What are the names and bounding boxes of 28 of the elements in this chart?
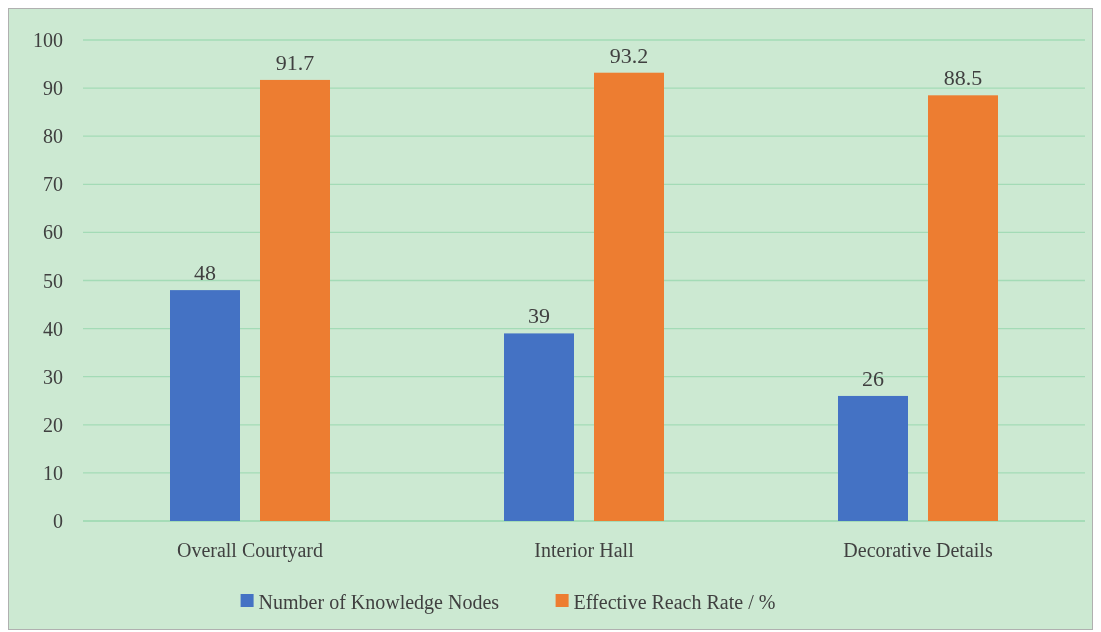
data-label: 48: [194, 260, 216, 286]
y-tick-label: 50: [43, 269, 63, 292]
legend-label: Effective Reach Rate / %: [573, 591, 776, 613]
y-tick-label: 80: [43, 125, 63, 148]
data-label: 93.2: [609, 42, 649, 68]
y-tick-label: 10: [43, 461, 63, 484]
bar: [594, 72, 664, 521]
data-label: 39: [528, 303, 550, 329]
bar: [260, 79, 330, 521]
x-tick-label: Interior Hall: [534, 539, 635, 561]
data-label: 88.5: [943, 65, 983, 91]
y-tick-label: 60: [43, 221, 63, 244]
data-label: 26: [862, 365, 884, 391]
y-tick-label: 30: [43, 365, 63, 388]
bar: [928, 95, 998, 521]
x-tick-label: Overall Courtyard: [176, 539, 324, 562]
legend-label: Number of Knowledge Nodes: [258, 591, 500, 614]
y-tick-label: 20: [43, 413, 63, 436]
y-tick-label: 70: [43, 173, 63, 196]
data-label: 91.7: [275, 49, 315, 75]
x-tick-label: Decorative Details: [843, 539, 993, 561]
bar: [504, 333, 574, 521]
bar: [838, 395, 908, 521]
y-tick-label: 0: [53, 510, 63, 532]
y-tick-label: 90: [43, 77, 63, 100]
y-tick-label: 100: [33, 29, 63, 51]
bar: [170, 290, 240, 521]
y-tick-label: 40: [43, 317, 63, 340]
